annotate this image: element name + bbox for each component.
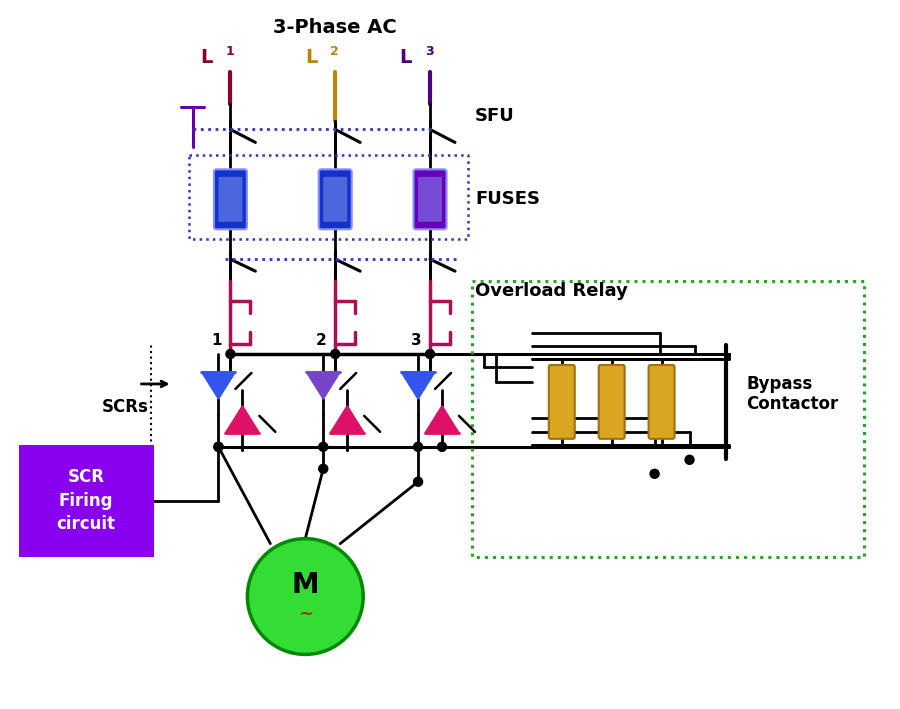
Text: SCRs: SCRs — [103, 398, 149, 416]
Bar — [19, 445, 154, 557]
Text: M: M — [292, 571, 320, 598]
Text: Overload Relay: Overload Relay — [475, 282, 628, 300]
Circle shape — [214, 442, 223, 452]
Text: 2: 2 — [330, 45, 339, 57]
Circle shape — [414, 477, 423, 486]
Text: 1: 1 — [225, 45, 234, 57]
Text: 3: 3 — [425, 45, 434, 57]
Circle shape — [685, 455, 694, 464]
Text: ~: ~ — [298, 605, 313, 623]
Text: L: L — [400, 48, 412, 67]
FancyBboxPatch shape — [598, 365, 625, 439]
Circle shape — [226, 350, 235, 359]
Circle shape — [319, 464, 328, 474]
FancyBboxPatch shape — [214, 169, 247, 229]
Text: L: L — [200, 48, 212, 67]
Circle shape — [437, 442, 446, 452]
FancyBboxPatch shape — [414, 169, 446, 229]
Circle shape — [248, 539, 364, 654]
FancyBboxPatch shape — [323, 177, 347, 222]
FancyBboxPatch shape — [649, 365, 675, 439]
Text: L: L — [305, 48, 318, 67]
Polygon shape — [202, 372, 236, 399]
Polygon shape — [225, 406, 259, 433]
Text: 1: 1 — [212, 333, 221, 347]
Text: 3: 3 — [410, 333, 421, 347]
Polygon shape — [425, 406, 459, 433]
Circle shape — [650, 469, 659, 479]
Circle shape — [426, 350, 435, 359]
FancyBboxPatch shape — [549, 365, 575, 439]
Text: FUSES: FUSES — [475, 190, 540, 208]
Text: SFU: SFU — [475, 108, 515, 125]
FancyBboxPatch shape — [319, 169, 352, 229]
Text: SCR
Firing
circuit: SCR Firing circuit — [57, 468, 116, 533]
Text: Bypass
Contactor: Bypass Contactor — [746, 374, 839, 413]
Circle shape — [214, 442, 223, 452]
FancyBboxPatch shape — [418, 177, 442, 222]
FancyBboxPatch shape — [219, 177, 242, 222]
Polygon shape — [306, 372, 340, 399]
Circle shape — [414, 442, 423, 452]
Text: 3-Phase AC: 3-Phase AC — [274, 18, 397, 37]
Text: 2: 2 — [316, 333, 327, 347]
Polygon shape — [401, 372, 435, 399]
Circle shape — [330, 350, 339, 359]
Polygon shape — [330, 406, 365, 433]
Circle shape — [319, 442, 328, 452]
